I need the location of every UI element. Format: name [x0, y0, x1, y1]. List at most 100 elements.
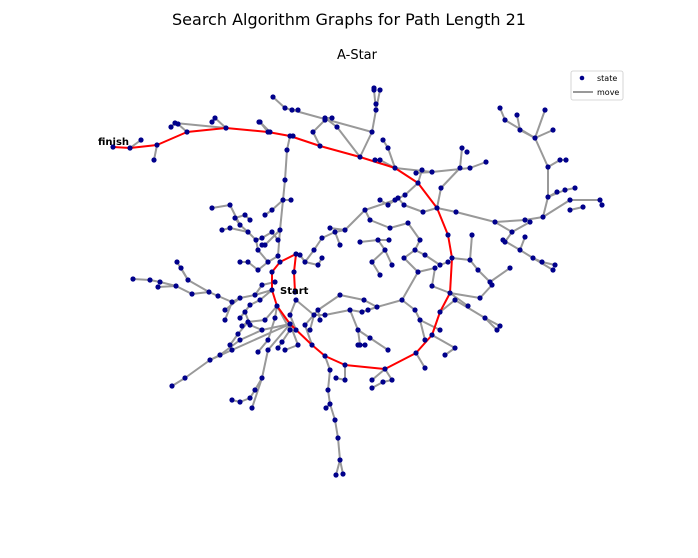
move-edge — [171, 323, 291, 387]
move-edge — [384, 249, 393, 266]
state-node — [265, 347, 271, 353]
state-node — [247, 395, 253, 401]
state-node — [562, 187, 568, 193]
state-node — [599, 202, 605, 208]
state-node — [415, 269, 421, 275]
move-edge — [431, 334, 456, 356]
state-node — [385, 347, 391, 353]
move-edge — [397, 197, 438, 213]
state-node — [325, 387, 331, 393]
state-node — [265, 337, 271, 343]
state-node — [319, 255, 325, 261]
move-edge — [407, 222, 449, 266]
state-node — [270, 94, 276, 100]
state-node — [284, 147, 290, 153]
state-node — [532, 135, 538, 141]
state-node — [567, 197, 573, 203]
state-node — [452, 345, 458, 351]
move-edge — [132, 278, 210, 295]
state-node — [452, 297, 458, 303]
move-edge — [469, 234, 473, 261]
state-node — [367, 217, 373, 223]
state-node — [288, 197, 294, 203]
state-node — [412, 247, 418, 253]
state-node — [315, 262, 321, 268]
state-node — [282, 105, 288, 111]
state-node — [259, 327, 265, 333]
state-node — [464, 149, 470, 155]
state-node — [502, 239, 508, 245]
state-node — [377, 157, 383, 163]
state-node — [357, 239, 363, 245]
move-edge — [547, 159, 566, 168]
state-node — [253, 237, 259, 243]
move-edge — [176, 261, 233, 303]
figure-title: Search Algorithm Graphs for Path Length … — [172, 10, 526, 29]
state-node — [371, 85, 377, 91]
state-node — [514, 112, 520, 118]
move-edge — [451, 257, 511, 283]
state-node — [369, 129, 375, 135]
move-edge — [364, 209, 409, 229]
state-node — [342, 227, 348, 233]
state-node — [189, 291, 195, 297]
move-edge — [419, 319, 426, 341]
state-node — [327, 225, 333, 231]
state-node — [362, 207, 368, 213]
state-node — [545, 194, 551, 200]
state-node — [309, 342, 315, 348]
state-node — [293, 297, 299, 303]
move-edge — [359, 239, 389, 243]
state-node — [365, 307, 371, 313]
state-node — [557, 157, 563, 163]
state-node — [138, 137, 144, 143]
state-node — [289, 107, 295, 113]
state-node — [373, 101, 379, 107]
state-node — [597, 197, 603, 203]
state-node — [422, 252, 428, 258]
state-node — [380, 137, 386, 143]
state-node — [334, 124, 340, 130]
move-edge — [357, 329, 389, 351]
state-node — [310, 129, 316, 135]
state-node — [269, 207, 275, 213]
state-node — [415, 180, 421, 186]
legend: state move — [570, 70, 624, 101]
state-node — [322, 115, 328, 121]
state-node — [168, 124, 174, 130]
state-node — [359, 309, 365, 315]
state-node — [542, 107, 548, 113]
state-node — [302, 322, 308, 328]
move-edge — [494, 199, 600, 223]
state-node — [405, 220, 411, 226]
move-edge — [251, 377, 263, 409]
state-node — [290, 133, 296, 139]
state-node — [237, 337, 243, 343]
state-node — [275, 237, 281, 243]
state-node — [269, 287, 275, 293]
state-node — [255, 349, 261, 355]
state-node — [323, 405, 329, 411]
state-node — [417, 237, 423, 243]
state-node — [413, 170, 419, 176]
state-node — [259, 282, 265, 288]
state-node — [252, 292, 258, 298]
state-node — [402, 192, 408, 198]
move-edge — [376, 271, 419, 308]
state-node — [467, 165, 473, 171]
state-node — [293, 327, 299, 333]
state-node — [477, 295, 483, 301]
state-node — [382, 247, 388, 253]
move-edge — [403, 249, 436, 273]
state-node — [239, 323, 245, 329]
move-edges — [129, 89, 603, 476]
state-node — [469, 232, 475, 238]
state-node — [317, 143, 323, 149]
move-edge — [499, 107, 549, 168]
state-node — [437, 309, 443, 315]
state-node — [389, 377, 395, 383]
state-node — [447, 290, 453, 296]
state-node — [317, 317, 323, 323]
state-node — [369, 377, 375, 383]
state-node — [295, 107, 301, 113]
